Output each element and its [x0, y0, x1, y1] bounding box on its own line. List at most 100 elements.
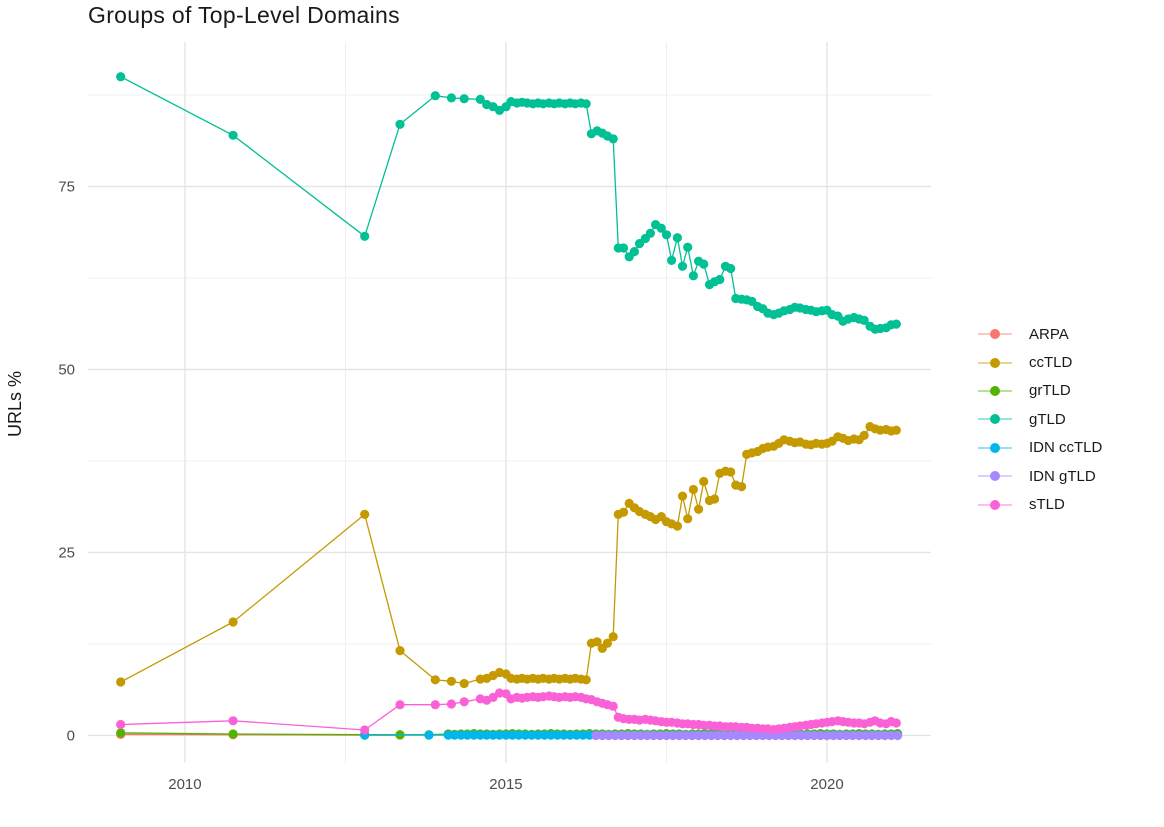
data-point — [430, 700, 440, 710]
data-point — [446, 676, 456, 686]
data-point — [360, 509, 370, 519]
data-point — [835, 730, 845, 741]
data-point — [867, 730, 877, 741]
legend-item-label: grTLD — [1029, 382, 1071, 400]
data-point — [672, 233, 683, 243]
data-point — [533, 730, 543, 740]
chart-title: Groups of Top-Level Domains — [88, 2, 400, 28]
data-point — [475, 94, 485, 104]
data-point — [116, 719, 126, 730]
data-point — [809, 730, 819, 741]
data-point — [822, 730, 832, 741]
data-point — [459, 94, 469, 104]
data-point — [645, 228, 656, 238]
data-point — [694, 730, 704, 741]
data-point — [719, 730, 729, 741]
data-point — [228, 716, 238, 726]
data-point — [565, 730, 575, 740]
data-point — [618, 507, 629, 517]
data-point — [854, 730, 864, 741]
data-point — [649, 730, 659, 741]
data-point — [610, 730, 620, 741]
legend-key-icon — [978, 357, 1012, 368]
legend-key-icon — [978, 329, 1012, 340]
data-point — [228, 130, 238, 140]
legend-item-grTLD: grTLD — [978, 377, 1102, 405]
data-point — [592, 637, 602, 647]
data-point — [443, 730, 453, 740]
data-point — [668, 730, 678, 741]
data-point — [667, 255, 677, 265]
data-point — [475, 730, 485, 740]
data-point — [859, 430, 869, 440]
data-point — [116, 728, 126, 738]
data-point — [446, 699, 456, 709]
data-point — [116, 72, 126, 82]
legend-key-dot — [990, 385, 1000, 396]
legend-item-label: ARPA — [1029, 325, 1069, 343]
y-tick-label: 25 — [58, 544, 75, 561]
legend-key-icon — [978, 471, 1012, 482]
data-point — [738, 730, 749, 741]
data-point — [726, 730, 736, 741]
data-point — [623, 730, 633, 741]
data-point — [636, 730, 646, 741]
data-point — [488, 692, 498, 703]
data-point — [501, 730, 511, 740]
legend-item-label: sTLD — [1029, 496, 1065, 514]
data-point — [655, 730, 665, 741]
data-point — [584, 730, 595, 740]
data-point — [726, 263, 736, 274]
series-IDN-gTLD — [591, 730, 903, 741]
legend-key-dot — [990, 357, 1000, 368]
data-point — [552, 730, 562, 740]
data-point — [860, 730, 871, 741]
series-line-gTLD — [120, 76, 897, 330]
data-point — [732, 730, 742, 741]
data-point — [507, 730, 517, 740]
data-point — [642, 730, 652, 741]
data-point — [715, 274, 725, 285]
data-point — [228, 617, 238, 627]
data-point — [683, 514, 693, 524]
data-point — [803, 730, 813, 741]
series-sTLD — [116, 688, 901, 735]
data-point — [687, 730, 697, 741]
y-tick-label: 50 — [58, 361, 75, 378]
data-point — [608, 134, 618, 144]
legend-key-icon — [978, 385, 1012, 396]
data-point — [424, 730, 434, 740]
legend-item-label: ccTLD — [1029, 354, 1073, 372]
data-point — [430, 91, 440, 101]
x-tick-label: 2015 — [489, 776, 522, 793]
legend-item-gTLD: gTLD — [978, 405, 1102, 433]
data-point — [859, 315, 869, 325]
legend-key-dot — [990, 499, 1000, 510]
data-point — [572, 730, 582, 740]
legend-item-label: IDN gTLD — [1029, 467, 1096, 485]
data-point — [527, 730, 537, 740]
y-tick-label: 0 — [67, 727, 75, 744]
data-point — [602, 638, 613, 648]
data-point — [672, 521, 683, 531]
data-point — [713, 730, 723, 741]
data-point — [880, 730, 890, 741]
data-point — [360, 231, 370, 241]
legend-item-label: gTLD — [1029, 410, 1066, 428]
data-point — [674, 730, 684, 741]
data-point — [116, 677, 126, 687]
data-point — [469, 730, 479, 740]
data-point — [459, 697, 469, 707]
legend-key-icon — [978, 414, 1012, 425]
data-point — [462, 730, 472, 740]
data-point — [494, 730, 505, 740]
data-point — [677, 261, 688, 271]
legend-key-dot — [990, 471, 1000, 482]
legend-key-dot — [990, 329, 1000, 340]
data-point — [488, 730, 498, 740]
data-point — [891, 319, 901, 329]
data-point — [661, 730, 672, 741]
data-point — [616, 730, 627, 741]
data-point — [726, 467, 736, 477]
